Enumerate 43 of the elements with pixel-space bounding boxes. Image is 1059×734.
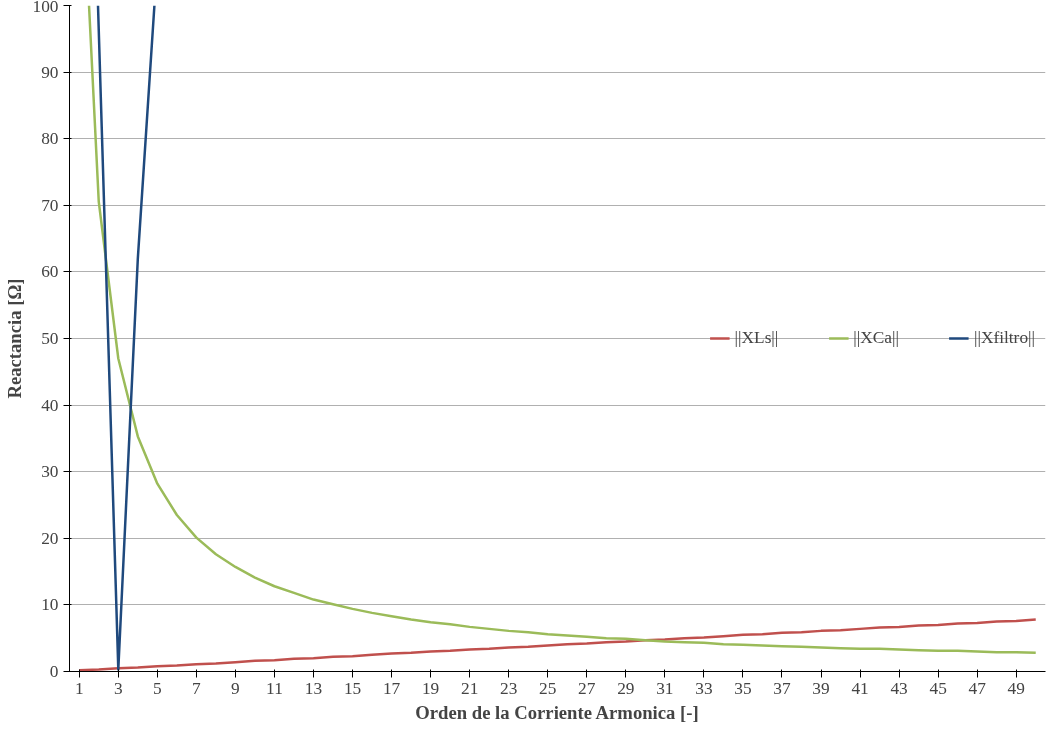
y-tick-label: 70 bbox=[41, 195, 59, 215]
x-tick-label: 25 bbox=[539, 678, 557, 698]
y-tick-label: 90 bbox=[41, 62, 59, 82]
x-tick-label: 9 bbox=[231, 678, 240, 698]
y-tick-label: 10 bbox=[41, 595, 59, 615]
y-tick-label: 20 bbox=[41, 528, 59, 548]
y-tick-label: 100 bbox=[32, 0, 59, 16]
x-tick-label: 7 bbox=[192, 678, 202, 698]
legend-label: ||XCa|| bbox=[853, 328, 899, 348]
y-tick-label: 50 bbox=[41, 329, 59, 348]
x-tick-label: 17 bbox=[382, 678, 401, 698]
x-tick-label: 41 bbox=[851, 678, 869, 698]
x-tick-label: 39 bbox=[812, 678, 830, 698]
x-tick-label: 21 bbox=[461, 678, 479, 698]
x-tick-label: 49 bbox=[1007, 678, 1025, 698]
x-tick-label: 13 bbox=[304, 678, 323, 698]
x-tick-label: 45 bbox=[929, 678, 947, 698]
y-tick-label: 60 bbox=[41, 262, 59, 282]
line-series bbox=[78, 618, 1037, 672]
y-tick-label: 80 bbox=[41, 129, 59, 149]
x-tick-label: 43 bbox=[890, 678, 908, 698]
x-tick-label: 23 bbox=[500, 678, 518, 698]
y-tick-label: 30 bbox=[41, 462, 59, 482]
x-tick-label: 3 bbox=[113, 678, 123, 698]
legend-label: ||XLs|| bbox=[734, 328, 779, 348]
line-series bbox=[87, 5, 1037, 655]
x-tick-label: 11 bbox=[266, 678, 283, 698]
x-tick-label: 15 bbox=[343, 678, 362, 698]
x-tick-label: 1 bbox=[74, 678, 84, 698]
legend-label: ||Xfiltro|| bbox=[973, 328, 1035, 348]
x-tick-label: 47 bbox=[968, 678, 987, 698]
x-tick-label: 19 bbox=[421, 678, 440, 698]
x-axis-title: Orden de la Corriente Armonica [-] bbox=[415, 701, 699, 723]
x-tick-label: 37 bbox=[773, 678, 791, 698]
x-tick-label: 29 bbox=[617, 678, 635, 698]
y-tick-label: 40 bbox=[41, 395, 59, 415]
x-tick-label: 31 bbox=[656, 678, 674, 698]
y-axis-title: Reactancia [Ω] bbox=[3, 278, 25, 399]
x-tick-label: 5 bbox=[153, 678, 162, 698]
x-tick-label: 27 bbox=[578, 678, 596, 698]
y-tick-label: 0 bbox=[49, 662, 59, 681]
x-tick-label: 35 bbox=[734, 678, 752, 698]
x-tick-label: 33 bbox=[695, 678, 713, 698]
